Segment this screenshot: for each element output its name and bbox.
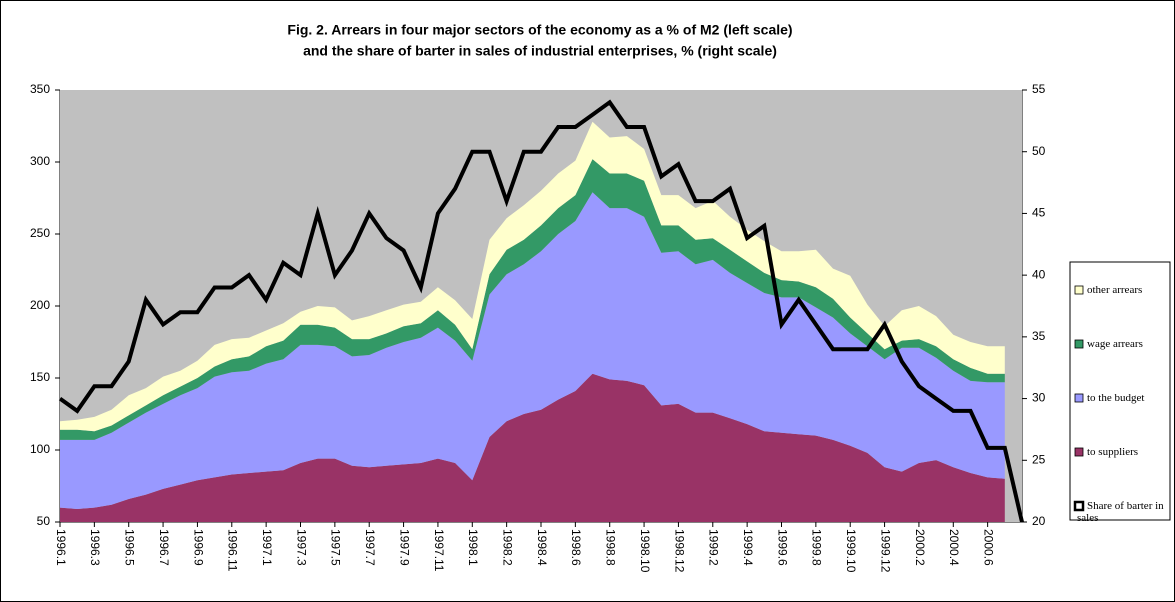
x-tick-label: 1998.12 (672, 529, 686, 573)
line (58, 99, 1024, 523)
area (60, 121, 1005, 432)
x-tick-label: 1998.2 (500, 529, 514, 566)
legend-swatch (1074, 393, 1084, 403)
x-tick-label: 1997.9 (397, 529, 411, 566)
x-tick-label: 2000.2 (913, 529, 927, 566)
y2-tick-label: 25 (1032, 452, 1046, 466)
chart-title: and the share of barter in sales of indu… (303, 43, 777, 59)
x-tick-label: 1998.10 (638, 529, 652, 573)
chart-title: Fig. 2. Arrears in four major sectors of… (287, 22, 792, 38)
x-tick-label: 1999.8 (810, 529, 824, 566)
x-tick-label: 1996.5 (123, 529, 137, 566)
y-tick-label: 150 (30, 370, 50, 384)
y-tick-label: 200 (30, 298, 50, 312)
legend-label: other arrears (1087, 284, 1142, 296)
y2-tick-label: 40 (1032, 267, 1046, 281)
y-tick-label: 350 (30, 82, 50, 96)
legend-swatch (1074, 339, 1084, 349)
legend-label-line: Share of barter in (1087, 500, 1164, 512)
x-tick-label: 1996.3 (88, 529, 102, 566)
x-tick-label: 1997.7 (363, 529, 377, 566)
legend-label-line: sales (1077, 512, 1098, 524)
x-tick-label: 1998.8 (604, 529, 618, 566)
x-tick-label: 1996.11 (226, 529, 240, 572)
legend-label: wage arrears (1087, 338, 1143, 350)
x-tick-label: 1999.2 (707, 529, 721, 566)
x-tick-label: 2000.4 (947, 529, 961, 566)
y2-tick-label: 50 (1032, 144, 1046, 158)
area (60, 192, 1005, 509)
area (60, 159, 1005, 440)
legend-swatch (1074, 285, 1084, 295)
y-tick-label: 100 (30, 442, 50, 456)
x-tick-label: 1998.6 (569, 529, 583, 566)
legend-frame (1069, 261, 1171, 521)
y2-tick-label: 20 (1032, 514, 1046, 528)
legend-label-text: other arrears (1087, 284, 1142, 296)
x-tick-label: 2000.6 (981, 529, 995, 566)
x-tick-label: 1996.7 (157, 529, 171, 566)
legend-label: Share of barter in sales (1077, 500, 1164, 524)
legend-label-text: wage arrears (1087, 338, 1143, 350)
y2-tick-label: 45 (1032, 206, 1046, 220)
legend-swatch (1074, 447, 1084, 457)
legend: other arrears wage arrears to the budget to… (1069, 261, 1171, 524)
x-tick-label: 1997.3 (294, 529, 308, 566)
legend-label: to the budget (1087, 392, 1144, 404)
y-tick-label: 250 (30, 226, 50, 240)
x-tick-label: 1999.4 (741, 529, 755, 566)
y2-tick-label: 30 (1032, 391, 1046, 405)
x-tick-label: 1997.11 (432, 529, 446, 572)
x-tick-label: 1996.9 (191, 529, 205, 566)
legend-label-text: to suppliers (1087, 446, 1138, 458)
legend-swatch (1073, 500, 1085, 512)
x-tick-label: 1998.1 (466, 529, 480, 566)
area (60, 373, 1005, 522)
y-tick-label: 300 (30, 154, 50, 168)
x-tick-label: 1997.5 (329, 529, 343, 566)
x-tick-label: 1998.4 (535, 529, 549, 566)
y2-tick-label: 55 (1032, 82, 1046, 96)
legend-label: to suppliers (1087, 446, 1138, 458)
x-tick-label: 1999.10 (844, 529, 858, 573)
legend-label-text: to the budget (1087, 392, 1144, 404)
y-tick-label: 50 (37, 514, 51, 528)
x-tick-label: 1996.1 (54, 529, 68, 566)
y2-tick-label: 35 (1032, 329, 1046, 343)
x-tick-label: 1997.1 (260, 529, 274, 566)
x-tick-label: 1999.12 (878, 529, 892, 573)
x-tick-label: 1999.6 (775, 529, 789, 566)
